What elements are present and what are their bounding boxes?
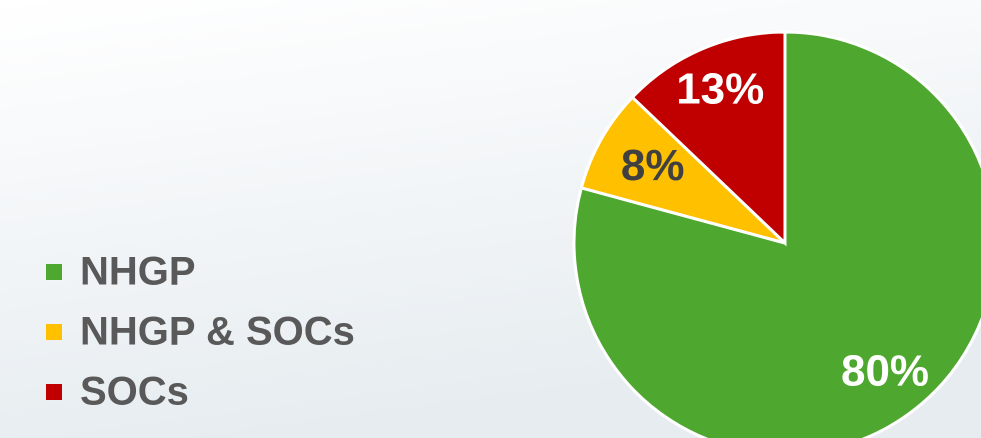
pie-slice bbox=[579, 95, 787, 245]
pie-slice bbox=[572, 30, 981, 438]
legend-swatch bbox=[46, 324, 62, 340]
legend-label: NHGP & SOCs bbox=[80, 310, 355, 354]
pie-slice bbox=[630, 30, 787, 247]
legend-swatch bbox=[46, 384, 62, 400]
data-label: 80% bbox=[841, 346, 929, 395]
legend-swatch bbox=[46, 264, 62, 280]
legend-label: SOCs bbox=[80, 370, 189, 414]
data-label: 8% bbox=[621, 141, 685, 190]
legend-label: NHGP bbox=[80, 250, 196, 294]
data-label: 13% bbox=[676, 64, 764, 113]
